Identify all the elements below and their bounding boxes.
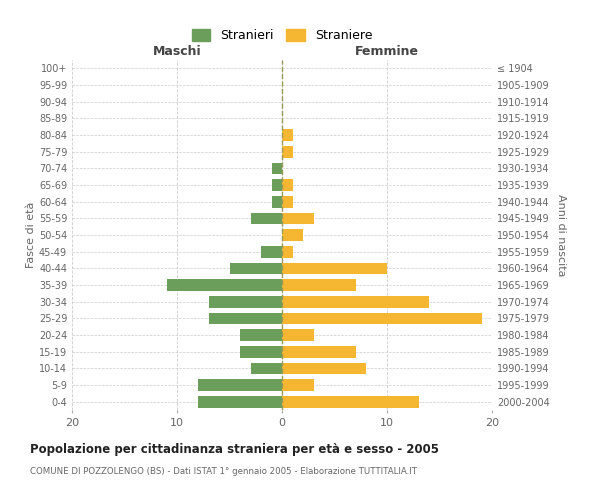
Y-axis label: Anni di nascita: Anni di nascita xyxy=(556,194,566,276)
Text: COMUNE DI POZZOLENGO (BS) - Dati ISTAT 1° gennaio 2005 - Elaborazione TUTTITALIA: COMUNE DI POZZOLENGO (BS) - Dati ISTAT 1… xyxy=(30,468,417,476)
Bar xyxy=(282,129,293,141)
Bar xyxy=(282,296,429,308)
Bar xyxy=(209,312,282,324)
Bar xyxy=(282,246,293,258)
Bar xyxy=(251,212,282,224)
Bar xyxy=(282,312,482,324)
Bar xyxy=(271,162,282,174)
Bar xyxy=(282,212,314,224)
Bar xyxy=(282,262,387,274)
Legend: Stranieri, Straniere: Stranieri, Straniere xyxy=(187,24,377,48)
Bar xyxy=(251,362,282,374)
Text: Femmine: Femmine xyxy=(355,44,419,58)
Bar xyxy=(240,329,282,341)
Y-axis label: Fasce di età: Fasce di età xyxy=(26,202,36,268)
Bar xyxy=(282,179,293,191)
Bar xyxy=(198,396,282,407)
Bar xyxy=(240,346,282,358)
Bar xyxy=(209,296,282,308)
Bar xyxy=(198,379,282,391)
Bar xyxy=(271,196,282,207)
Text: Maschi: Maschi xyxy=(152,44,202,58)
Bar xyxy=(282,396,419,407)
Text: Popolazione per cittadinanza straniera per età e sesso - 2005: Popolazione per cittadinanza straniera p… xyxy=(30,442,439,456)
Bar xyxy=(282,279,355,291)
Bar xyxy=(261,246,282,258)
Bar xyxy=(282,146,293,158)
Bar xyxy=(282,229,303,241)
Bar xyxy=(282,346,355,358)
Bar xyxy=(167,279,282,291)
Bar xyxy=(282,329,314,341)
Bar xyxy=(229,262,282,274)
Bar xyxy=(282,362,366,374)
Bar xyxy=(271,179,282,191)
Bar xyxy=(282,379,314,391)
Bar xyxy=(282,196,293,207)
